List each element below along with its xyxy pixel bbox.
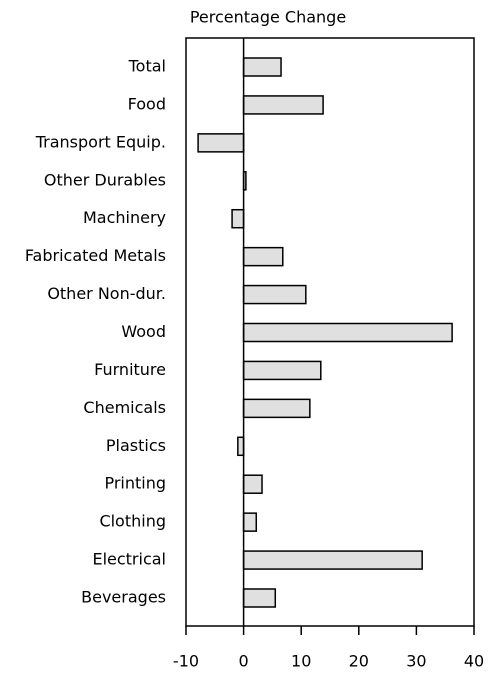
bar [242, 57, 282, 77]
y-tick-label: Food [128, 94, 166, 113]
y-tick-label: Fabricated Metals [25, 246, 166, 265]
bar [237, 436, 245, 457]
y-tick-label: Electrical [92, 550, 166, 569]
y-tick-label: Clothing [99, 512, 166, 531]
y-tick-label: Beverages [81, 588, 166, 607]
bar [242, 474, 263, 494]
bar [242, 95, 324, 115]
bar [197, 133, 245, 153]
y-tick-label: Other Durables [44, 170, 166, 189]
chart-title: Percentage Change [190, 8, 346, 27]
y-tick-label: Machinery [83, 208, 166, 227]
y-tick-label: Other Non-dur. [47, 284, 166, 303]
x-tick-label: 20 [349, 652, 369, 671]
y-tick-label: Furniture [94, 360, 166, 379]
y-tick-label: Printing [104, 474, 166, 493]
y-tick-label: Transport Equip. [35, 132, 166, 151]
x-tick-label: 10 [291, 652, 311, 671]
bar [242, 246, 284, 267]
x-tick-label: -10 [173, 652, 199, 671]
bar [242, 360, 322, 381]
bar [242, 322, 453, 343]
bar [242, 284, 307, 305]
x-tick-label: 40 [464, 652, 484, 671]
bar [242, 512, 258, 532]
y-tick-label: Chemicals [83, 398, 166, 417]
y-tick-label: Plastics [106, 436, 166, 455]
plot-frame [185, 37, 475, 627]
y-tick-label: Total [128, 57, 166, 76]
bar [242, 398, 311, 419]
x-tick-label: 0 [239, 652, 249, 671]
bar [231, 208, 245, 229]
y-tick-label: Wood [121, 322, 166, 341]
bar [242, 550, 423, 570]
x-tick-label: 30 [406, 652, 426, 671]
bar [242, 588, 277, 608]
